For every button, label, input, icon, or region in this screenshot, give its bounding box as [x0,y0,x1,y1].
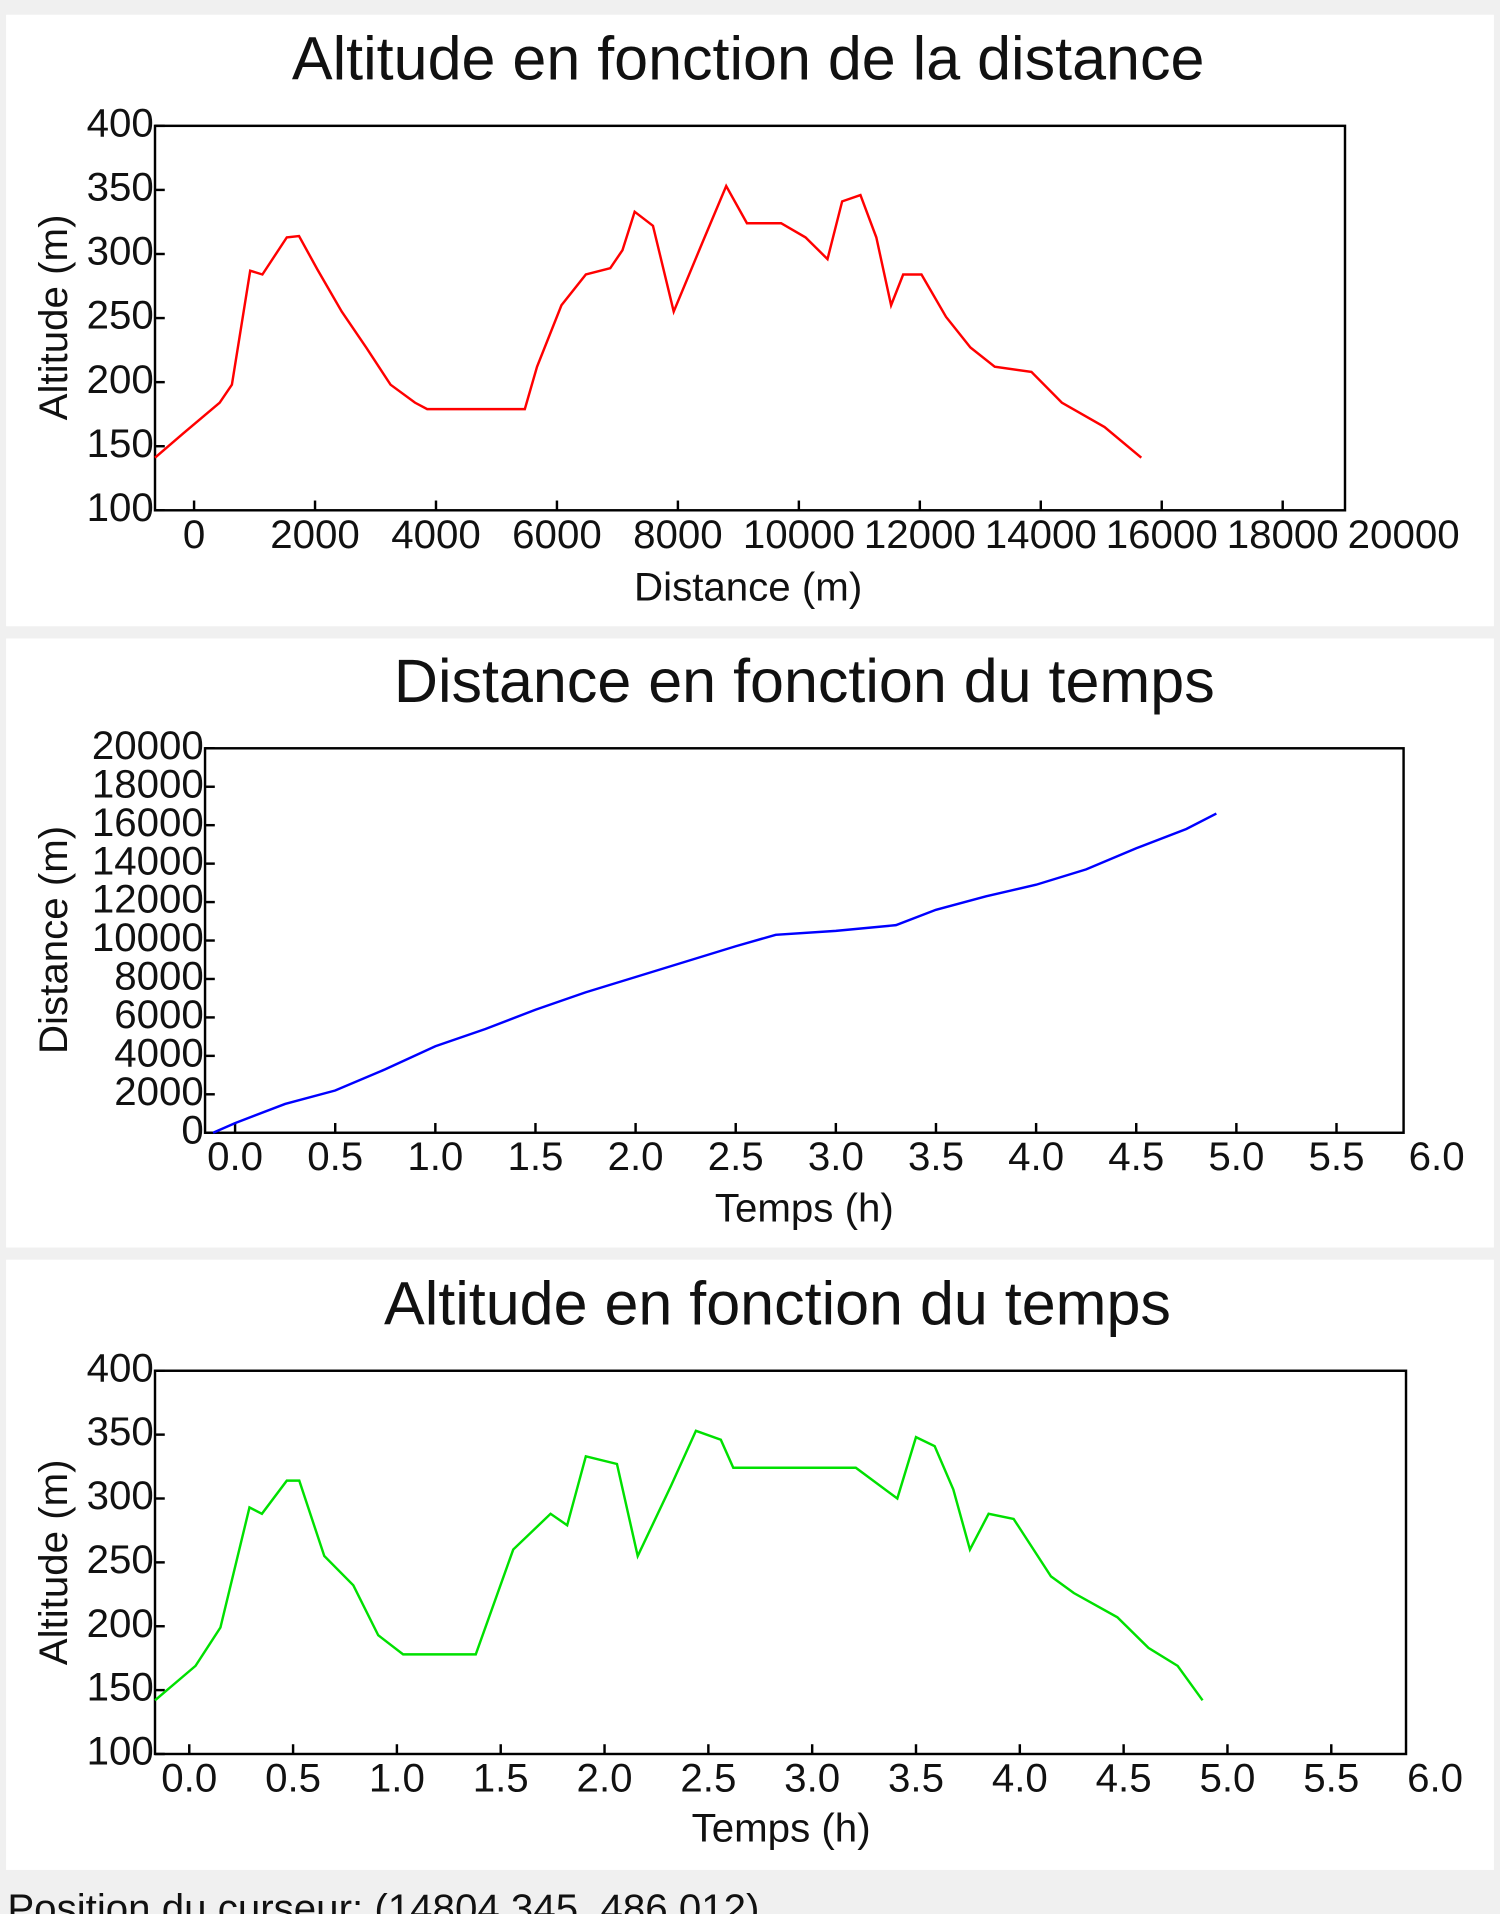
data-line [154,183,1143,459]
y-tick-label: 300 [87,229,154,274]
y-axis-label: Distance (m) [31,826,76,1054]
y-tick-label: 400 [87,1345,154,1390]
y-tick-label: 200 [87,357,154,402]
x-tick-label: 2000 [270,512,360,557]
y-tick-label: 16000 [92,800,204,845]
y-tick-label: 150 [87,421,154,466]
y-tick-label: 2000 [114,1069,204,1114]
y-axis-label: Altitude (m) [31,1459,76,1665]
x-tick-label: 2.0 [577,1755,633,1800]
plot-area [153,124,1347,512]
y-tick-label: 150 [87,1665,154,1710]
x-axis-label: Distance (m) [634,564,862,609]
y-tick-label: 250 [87,1537,154,1582]
x-tick-label: 3.5 [888,1755,944,1800]
y-tick-label: 20000 [92,723,204,768]
x-tick-label: 4.5 [1096,1755,1152,1800]
y-tick-label: 350 [87,165,154,210]
x-tick-label: 5.5 [1303,1755,1359,1800]
y-tick-label: 350 [87,1409,154,1454]
y-tick-label: 100 [87,485,154,530]
x-tick-label: 8000 [633,512,723,557]
plot-area [153,1369,1408,1756]
x-tick-label: 0.5 [265,1755,321,1800]
x-tick-label: 4.0 [1008,1134,1064,1179]
x-tick-label: 16000 [1106,512,1218,557]
chart-title: Altitude en fonction de la distance [292,25,1204,93]
y-tick-label: 400 [87,100,154,145]
x-tick-label: 5.0 [1199,1755,1255,1800]
x-tick-label: 0.0 [161,1755,217,1800]
x-tick-label: 3.0 [808,1134,864,1179]
x-tick-label: 6000 [512,512,602,557]
y-tick-label: 250 [87,293,154,338]
x-tick-label: 0.5 [307,1134,363,1179]
chart-title: Distance en fonction du temps [394,647,1215,715]
x-tick-label: 2.0 [608,1134,664,1179]
x-tick-label: 0 [183,512,205,557]
x-tick-label: 10000 [743,512,855,557]
x-tick-label: 0.0 [207,1134,263,1179]
y-axis-label: Altitude (m) [31,215,76,421]
data-line [212,812,1217,1134]
x-tick-label: 1.5 [473,1755,529,1800]
x-tick-label: 5.5 [1309,1134,1365,1179]
y-tick-label: 14000 [92,838,204,883]
y-tick-label: 10000 [92,915,204,960]
y-tick-label: 4000 [114,1031,204,1076]
y-tick-label: 0 [181,1107,203,1152]
x-tick-label: 4.0 [992,1755,1048,1800]
y-tick-label: 8000 [114,954,204,999]
x-tick-label: 6.0 [1409,1134,1465,1179]
y-tick-label: 200 [87,1601,154,1646]
y-tick-label: 300 [87,1473,154,1518]
x-tick-label: 5.0 [1208,1134,1264,1179]
x-tick-label: 20000 [1348,512,1460,557]
x-tick-label: 4.5 [1108,1134,1164,1179]
x-tick-label: 3.0 [784,1755,840,1800]
x-tick-label: 12000 [864,512,976,557]
y-tick-label: 6000 [114,992,204,1037]
plot-area [203,747,1405,1134]
x-tick-label: 14000 [985,512,1097,557]
x-tick-label: 2.5 [708,1134,764,1179]
status-bar: Position du curseur: (14804.345, 486.012… [7,1886,759,1914]
chart-title: Altitude en fonction du temps [384,1270,1171,1338]
x-tick-label: 3.5 [908,1134,964,1179]
x-tick-label: 2.5 [680,1755,736,1800]
x-axis-label: Temps (h) [692,1806,871,1851]
y-tick-label: 100 [87,1729,154,1774]
y-tick-label: 12000 [92,877,204,922]
x-tick-label: 18000 [1227,512,1339,557]
x-axis-label: Temps (h) [715,1186,894,1231]
x-tick-label: 1.5 [507,1134,563,1179]
x-tick-label: 1.0 [407,1134,463,1179]
x-tick-label: 6.0 [1407,1755,1463,1800]
data-line [154,1429,1204,1702]
y-tick-label: 18000 [92,761,204,806]
x-tick-label: 1.0 [369,1755,425,1800]
x-tick-label: 4000 [391,512,481,557]
